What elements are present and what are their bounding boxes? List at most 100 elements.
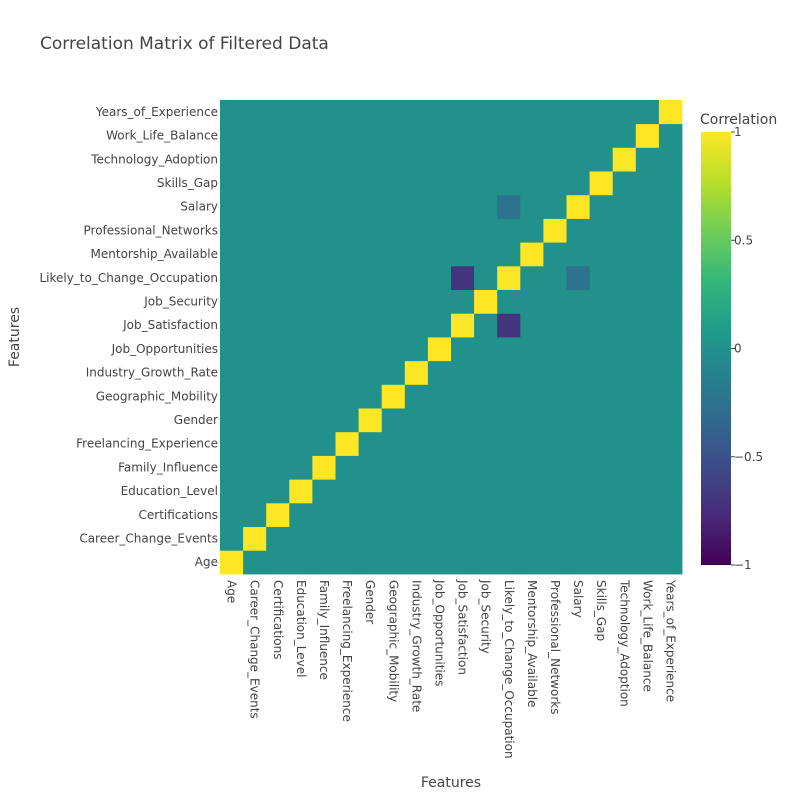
heatmap-cell xyxy=(243,431,267,456)
heatmap-cell xyxy=(635,100,660,125)
heatmap-cell xyxy=(220,360,244,385)
heatmap-cell xyxy=(289,526,313,551)
heatmap-cell xyxy=(266,100,290,125)
heatmap-cell xyxy=(404,384,429,409)
heatmap-cell xyxy=(404,550,429,575)
heatmap-cell xyxy=(658,337,683,362)
heatmap-cell xyxy=(220,313,244,338)
heatmap-cell xyxy=(497,194,521,219)
heatmap-cell xyxy=(381,171,406,196)
heatmap-cell xyxy=(451,100,475,125)
heatmap-cell xyxy=(497,408,521,433)
heatmap-cell xyxy=(566,218,590,243)
heatmap-cell xyxy=(520,123,544,148)
heatmap-cell xyxy=(589,408,614,433)
heatmap-cell xyxy=(243,123,267,148)
x-tick-label: Job_Opportunities xyxy=(432,579,446,686)
heatmap-cell xyxy=(451,479,475,504)
heatmap-cell xyxy=(635,242,660,267)
heatmap-cell xyxy=(474,526,498,551)
heatmap-cell xyxy=(543,242,567,267)
heatmap-cell xyxy=(566,100,590,125)
heatmap-cell xyxy=(520,455,544,480)
heatmap-cell xyxy=(520,431,544,456)
x-tick-label: Skills_Gap xyxy=(594,580,608,641)
y-tick-label: Technology_Adoption xyxy=(90,152,218,166)
heatmap-cell xyxy=(543,384,567,409)
heatmap-cell xyxy=(474,384,498,409)
y-tick-label: Age xyxy=(195,555,218,569)
heatmap-cell xyxy=(243,455,267,480)
y-tick-label: Certifications xyxy=(139,508,218,522)
heatmap-cell xyxy=(335,360,359,385)
heatmap-cell xyxy=(635,337,660,362)
heatmap-cell xyxy=(381,100,406,125)
heatmap-cell xyxy=(474,123,498,148)
heatmap-cell xyxy=(220,242,244,267)
heatmap-cell xyxy=(358,313,383,338)
heatmap-cell xyxy=(358,479,383,504)
heatmap-cell xyxy=(474,550,498,575)
heatmap-cell xyxy=(289,550,313,575)
heatmap-cell xyxy=(589,194,614,219)
x-tick-label: Job_Satisfaction xyxy=(456,579,470,675)
heatmap-cell xyxy=(451,313,475,338)
heatmap-cell xyxy=(312,242,336,267)
heatmap-cell xyxy=(566,455,590,480)
heatmap-cell xyxy=(474,360,498,385)
heatmap-cell xyxy=(243,408,267,433)
heatmap-cell xyxy=(497,431,521,456)
heatmap-cell xyxy=(612,289,637,314)
heatmap-cell xyxy=(243,550,267,575)
heatmap-cell xyxy=(427,218,452,243)
heatmap-cell xyxy=(658,408,683,433)
heatmap-cell xyxy=(658,171,683,196)
heatmap-cell xyxy=(635,431,660,456)
heatmap-cell xyxy=(451,431,475,456)
heatmap-cell xyxy=(658,550,683,575)
heatmap-cell xyxy=(358,337,383,362)
heatmap-cell xyxy=(589,289,614,314)
heatmap-cell xyxy=(381,337,406,362)
heatmap-cell xyxy=(243,171,267,196)
heatmap-cell xyxy=(404,123,429,148)
heatmap-cell xyxy=(543,289,567,314)
heatmap-cell xyxy=(266,550,290,575)
heatmap-cell xyxy=(451,550,475,575)
heatmap-cell xyxy=(474,455,498,480)
heatmap-cell xyxy=(335,123,359,148)
heatmap-cell xyxy=(451,194,475,219)
x-tick-label: Work_Life_Balance xyxy=(640,580,654,692)
heatmap-cell xyxy=(220,218,244,243)
heatmap-cell xyxy=(427,171,452,196)
x-tick-label: Likely_to_Change_Occupation xyxy=(502,580,516,759)
heatmap-cell xyxy=(381,218,406,243)
heatmap-cell xyxy=(312,526,336,551)
heatmap-cell xyxy=(335,194,359,219)
heatmap-cell xyxy=(312,171,336,196)
heatmap-cell xyxy=(635,526,660,551)
heatmap-cell xyxy=(658,194,683,219)
heatmap-cell xyxy=(243,313,267,338)
heatmap-cell xyxy=(220,171,244,196)
heatmap-cell xyxy=(404,289,429,314)
heatmap-cell xyxy=(658,147,683,172)
heatmap-cell xyxy=(589,265,614,290)
heatmap-cell xyxy=(404,242,429,267)
heatmap-cell xyxy=(312,479,336,504)
heatmap-cell xyxy=(427,147,452,172)
heatmap-cell xyxy=(404,218,429,243)
heatmap-cell xyxy=(566,431,590,456)
heatmap-cell xyxy=(520,194,544,219)
heatmap-cell xyxy=(520,313,544,338)
x-tick-label: Technology_Adoption xyxy=(617,579,631,707)
heatmap-cell xyxy=(451,147,475,172)
heatmap-cell xyxy=(404,265,429,290)
heatmap-cell xyxy=(404,526,429,551)
heatmap-cell xyxy=(612,100,637,125)
heatmap-cell xyxy=(520,147,544,172)
heatmap-cell xyxy=(612,337,637,362)
heatmap-cell xyxy=(335,289,359,314)
heatmap-cell xyxy=(635,171,660,196)
heatmap-cell xyxy=(381,479,406,504)
